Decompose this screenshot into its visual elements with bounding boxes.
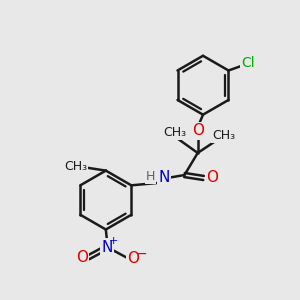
Text: O: O — [76, 250, 88, 265]
Text: O: O — [192, 123, 204, 138]
Text: O: O — [206, 170, 218, 185]
Text: CH₃: CH₃ — [163, 126, 186, 139]
Text: Cl: Cl — [242, 56, 255, 70]
Text: +: + — [109, 236, 119, 246]
Text: CH₃: CH₃ — [212, 129, 235, 142]
Text: H: H — [146, 170, 155, 183]
Text: N: N — [102, 240, 113, 255]
Text: O: O — [127, 250, 139, 266]
Text: CH₃: CH₃ — [64, 160, 87, 173]
Text: N: N — [158, 170, 169, 185]
Text: −: − — [135, 247, 147, 261]
